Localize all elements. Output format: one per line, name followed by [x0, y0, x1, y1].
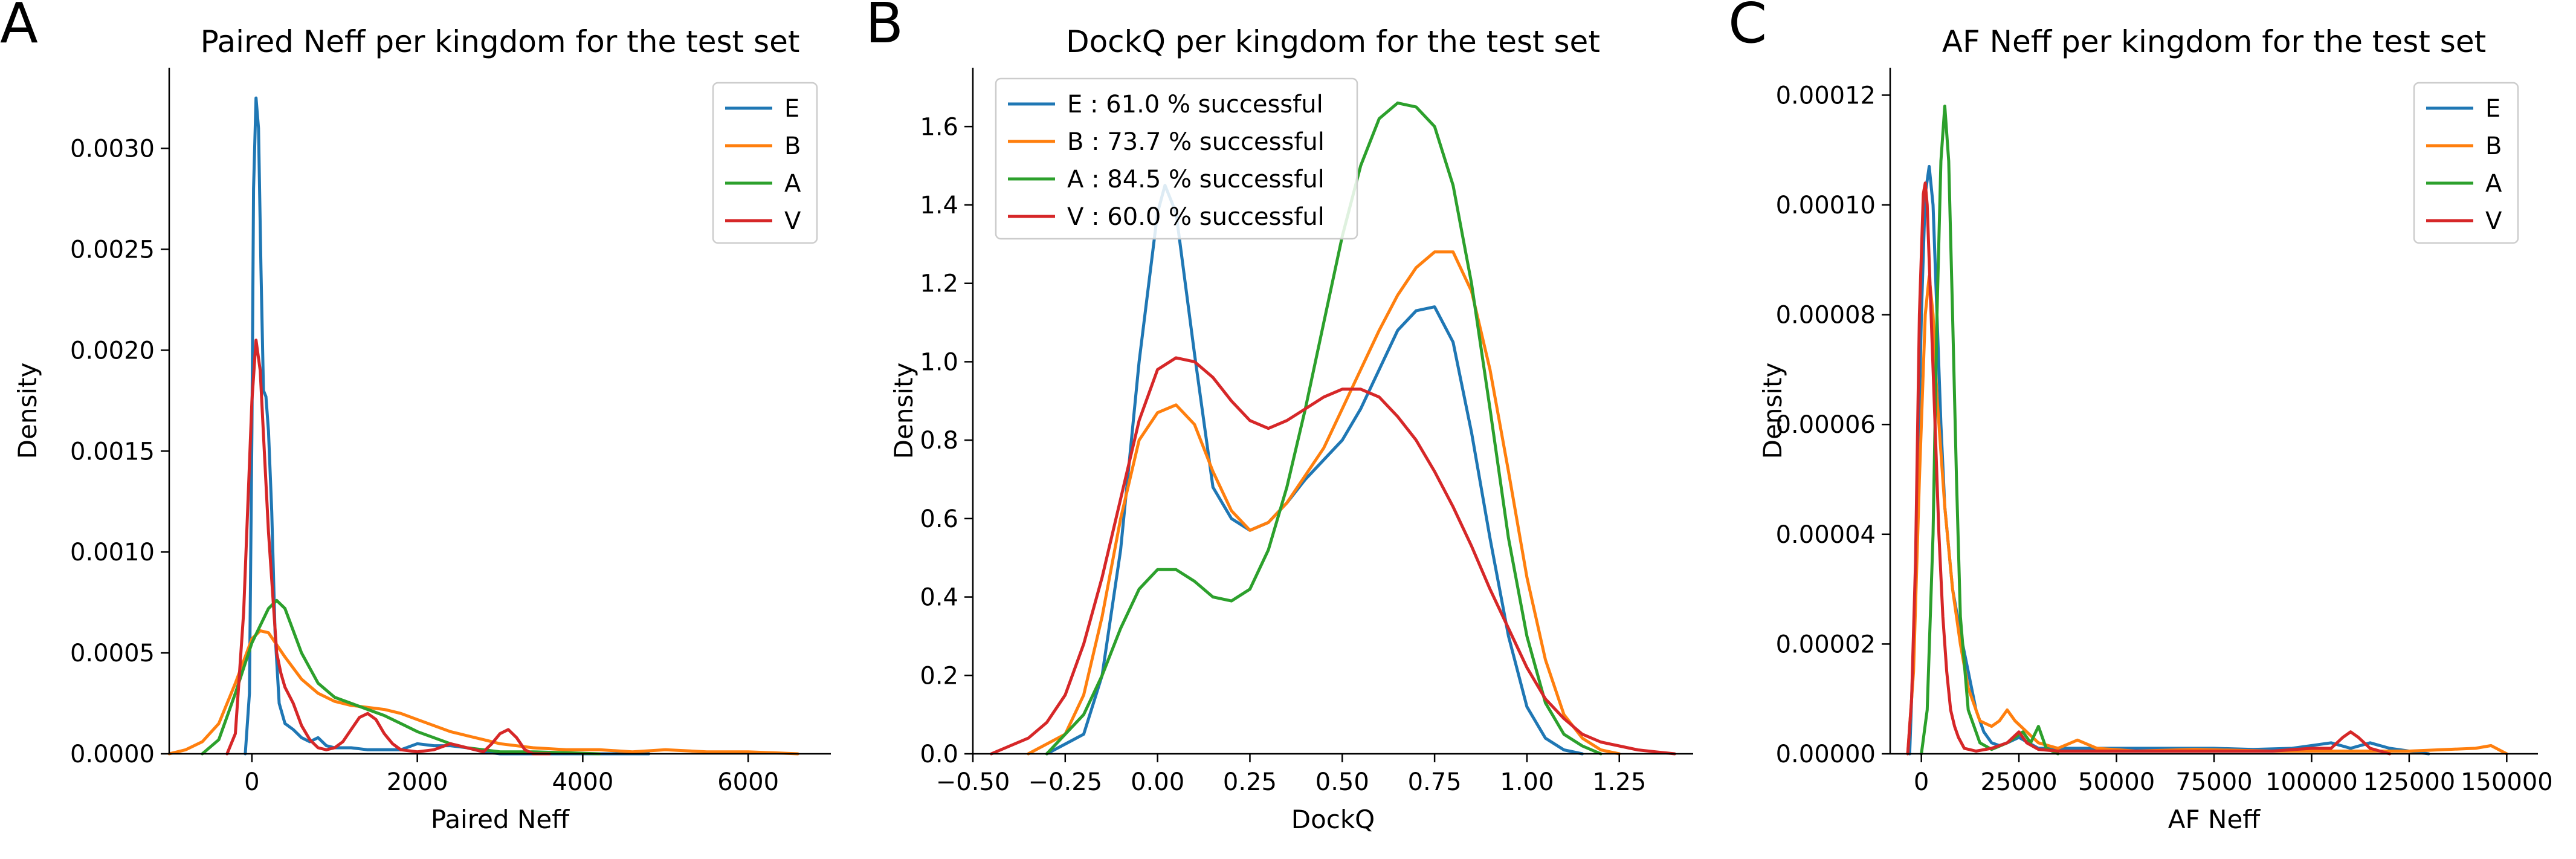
x-axis-label-a: Paired Neff [431, 805, 570, 834]
legend-label-v: V [784, 207, 801, 235]
y-tick-label-b: 0.0 [920, 741, 958, 768]
x-tick-label-c: 150000 [2461, 768, 2553, 796]
y-tick-label-a: 0.0020 [70, 337, 155, 365]
y-tick-label-a: 0.0025 [70, 236, 155, 264]
x-tick-label-a: 4000 [552, 768, 613, 796]
y-tick-label-b: 1.6 [920, 113, 958, 141]
panel-letter-a: A [0, 0, 38, 56]
legend-label-e: E : 61.0 % successful [1067, 91, 1323, 118]
legend-frame-b [995, 77, 1358, 240]
legend-label-e: E [784, 95, 799, 123]
series-line-a [1045, 101, 1603, 756]
x-tick-label-c: 100000 [2265, 768, 2358, 796]
y-tick-label-c: 0.00004 [1776, 521, 1876, 549]
x-tick-label-a: 2000 [387, 768, 448, 796]
legend-label-v: V [2485, 207, 2502, 235]
x-tick-label-b: 1.25 [1592, 768, 1646, 796]
y-tick-label-c: 0.00010 [1776, 192, 1876, 219]
x-tick-label-b: 0.50 [1315, 768, 1369, 796]
y-tick-label-b: 1.4 [920, 192, 958, 219]
y-tick-label-b: 0.6 [920, 505, 958, 533]
chart-title-b: DockQ per kingdom for the test set [1066, 24, 1600, 59]
series-line-v [225, 339, 552, 756]
panel-b: B DockQ per kingdom for the test set −0.5… [865, 0, 1693, 834]
y-tick-label-b: 1.0 [920, 348, 958, 376]
legend-label-b: B [784, 132, 801, 160]
chart-title-a: Paired Neff per kingdom for the test set [201, 24, 800, 59]
series-line-b [1906, 274, 2508, 756]
x-axis-label-c: AF Neff [2168, 805, 2261, 834]
legend-label-v: V : 60.0 % successful [1067, 203, 1325, 231]
y-axis-label-c: Density [1758, 363, 1787, 459]
legend-label-a: A [784, 170, 801, 198]
panel-c: C AF Neff per kingdom for the test set 0 2… [1728, 0, 2553, 834]
x-axis-label-b: DockQ [1291, 805, 1375, 834]
x-tick-label-b: 0.00 [1131, 768, 1184, 796]
x-tick-label-b: 0.75 [1408, 768, 1462, 796]
x-tick-label-b: 0.25 [1223, 768, 1277, 796]
y-tick-label-a: 0.0010 [70, 539, 155, 566]
panel-a: A Paired Neff per kingdom for the test s… [0, 0, 831, 834]
y-tick-label-b: 0.2 [920, 662, 958, 690]
x-tick-label-a: 6000 [717, 768, 779, 796]
legend-frame-c [2413, 82, 2519, 244]
legend-frame-a [712, 82, 818, 244]
y-tick-label-c: 0.00006 [1776, 411, 1876, 439]
legend-label-e: E [2485, 95, 2500, 123]
x-tick-label-c: 25000 [1980, 768, 2057, 796]
legend-b: E : 61.0 % successful B : 73.7 % successf… [995, 77, 1358, 240]
y-tick-label-a: 0.0000 [70, 741, 155, 768]
x-tick-label-b: −0.25 [1028, 768, 1103, 796]
panel-letter-b: B [865, 0, 903, 56]
legend-label-b: B : 73.7 % successful [1067, 128, 1325, 156]
x-tick-label-c: 50000 [2078, 768, 2155, 796]
x-tick-label-c: 75000 [2175, 768, 2252, 796]
y-tick-label-c: 0.00002 [1776, 630, 1876, 658]
panel-letter-c: C [1728, 0, 1767, 56]
legend-label-b: B [2485, 132, 2502, 160]
y-tick-label-b: 0.8 [920, 427, 958, 455]
series-line-b [1027, 250, 1621, 756]
series-line-b [167, 629, 799, 756]
x-tick-label-b: −0.50 [936, 768, 1010, 796]
y-tick-label-a: 0.0005 [70, 640, 155, 667]
x-tick-label-c: 0 [1914, 768, 1929, 796]
x-tick-label-b: 1.00 [1500, 768, 1554, 796]
y-axis-label-a: Density [13, 363, 42, 459]
series-line-e [244, 96, 651, 756]
series-line-e [1908, 164, 2430, 756]
chart-title-c: AF Neff per kingdom for the test set [1942, 24, 2486, 59]
series-group-c [1906, 105, 2508, 756]
series-line-a [201, 598, 601, 756]
y-tick-label-b: 1.2 [920, 270, 958, 298]
y-tick-label-c: 0.00000 [1776, 741, 1876, 768]
y-axis-label-b: Density [889, 363, 918, 459]
y-tick-label-c: 0.00008 [1776, 302, 1876, 329]
y-tick-label-b: 0.4 [920, 584, 958, 612]
x-tick-label-a: 0 [244, 768, 259, 796]
series-line-v [990, 356, 1676, 756]
series-line-v [1906, 181, 2392, 756]
legend-label-a: A : 84.5 % successful [1067, 166, 1325, 193]
series-line-a [1920, 105, 2060, 756]
y-tick-label-a: 0.0015 [70, 438, 155, 465]
series-group-a [167, 96, 799, 756]
legend-label-a: A [2485, 170, 2502, 198]
y-tick-label-a: 0.0030 [70, 135, 155, 163]
y-tick-label-c: 0.00012 [1776, 82, 1876, 109]
x-tick-label-c: 125000 [2363, 768, 2456, 796]
